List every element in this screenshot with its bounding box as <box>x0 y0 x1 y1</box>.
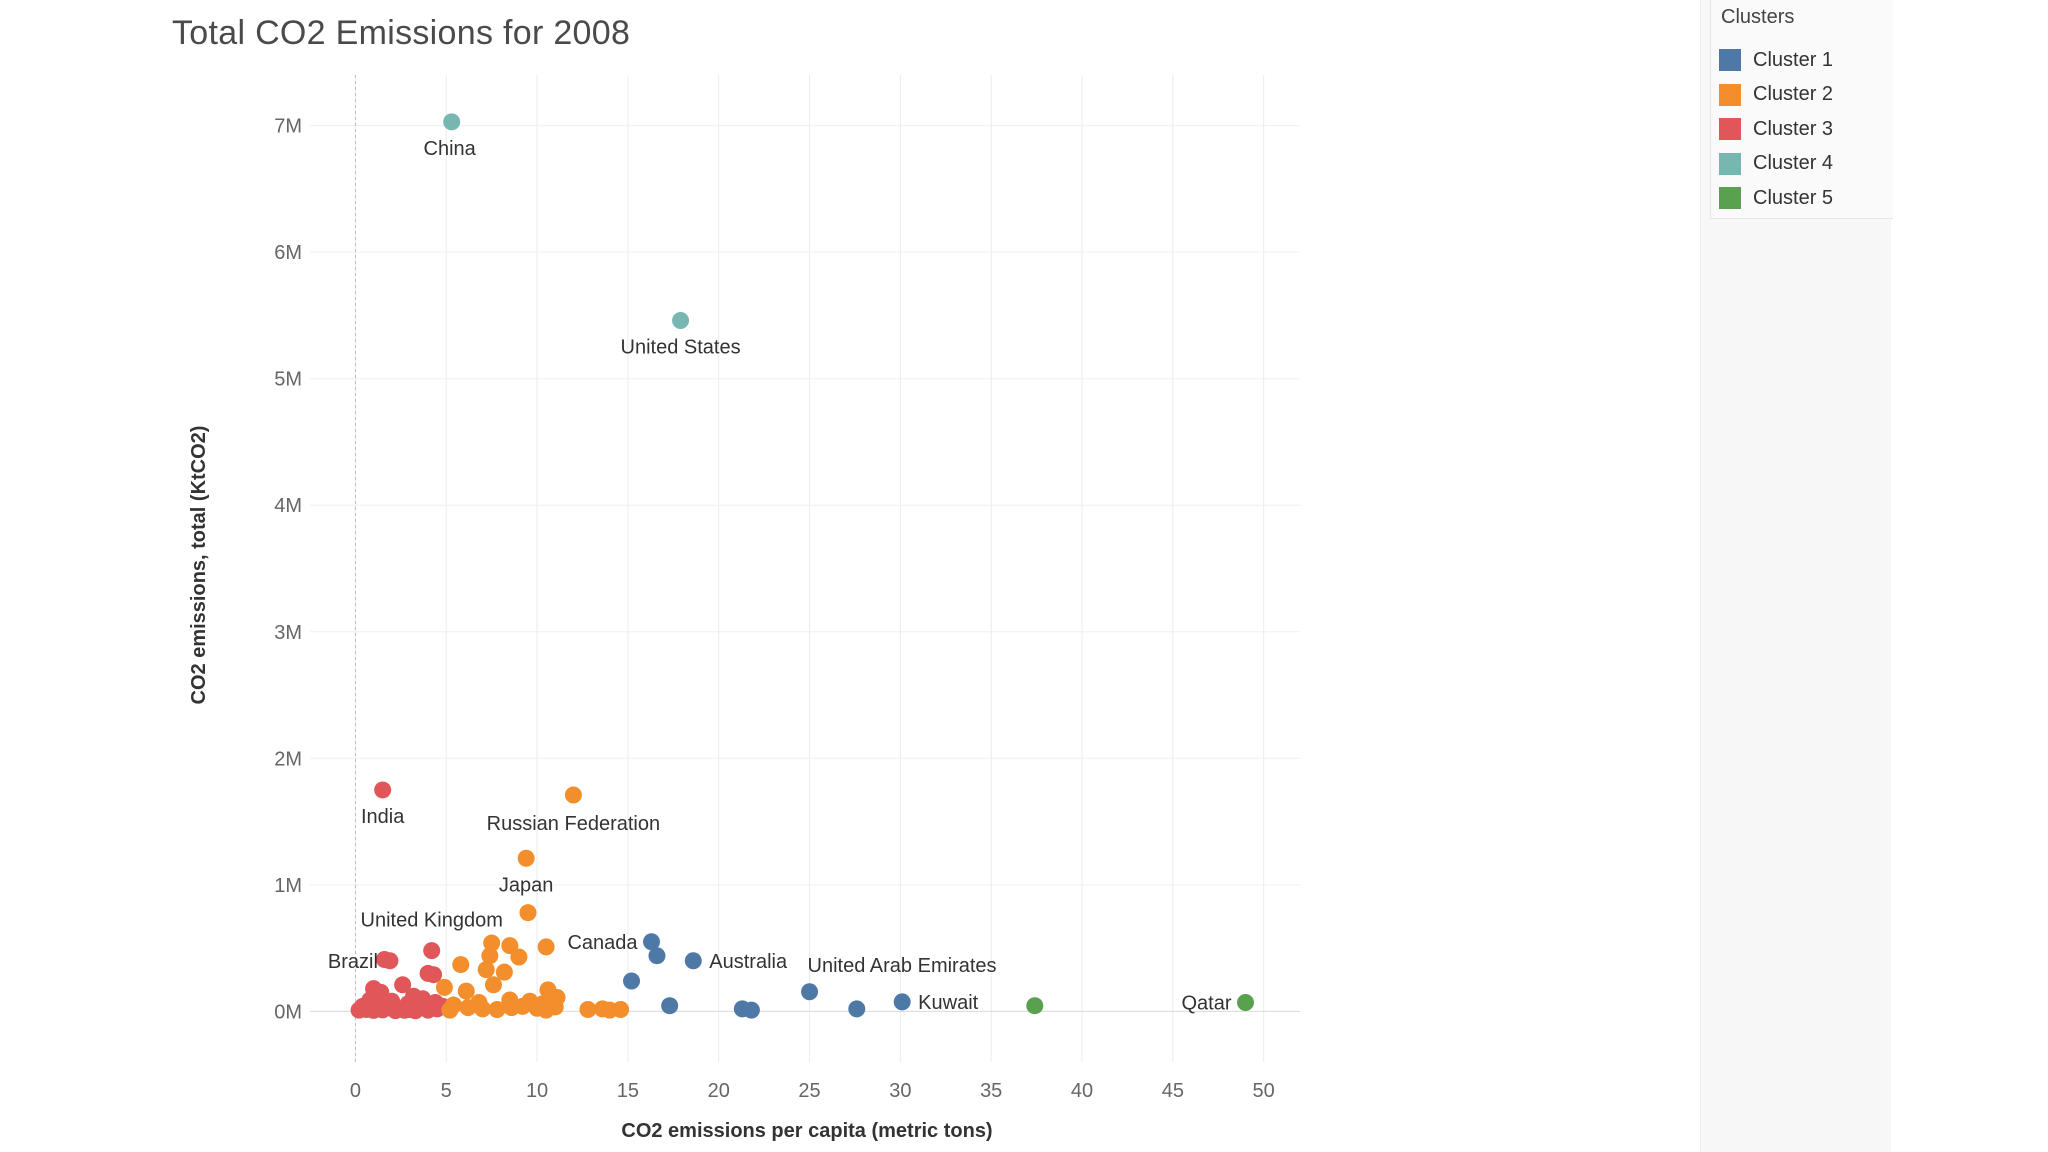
y-tick-label: 0M <box>274 1001 302 1023</box>
data-point[interactable] <box>452 956 470 974</box>
legend: Clusters Cluster 1 Cluster 2 Cluster 3 Clus… <box>1710 0 1893 219</box>
data-point[interactable] <box>481 947 499 965</box>
legend-title: Clusters <box>1721 6 1795 28</box>
data-point[interactable] <box>801 983 819 1001</box>
page-title: Total CO2 Emissions for 2008 <box>172 14 631 52</box>
point-label: Japan <box>499 874 554 896</box>
x-tick-label: 5 <box>441 1080 452 1102</box>
x-tick-label: 40 <box>1071 1080 1093 1102</box>
x-tick-label: 35 <box>980 1080 1002 1102</box>
x-tick-label: 20 <box>708 1080 730 1102</box>
y-tick-label: 1M <box>274 875 302 897</box>
legend-label: Cluster 1 <box>1753 48 1834 71</box>
x-tick-label: 15 <box>617 1080 639 1102</box>
data-point[interactable] <box>893 993 911 1011</box>
axis-layer: 0 5 10 15 20 25 30 35 40 45 50 0M 1M 2M 3M 4M 5M 6M 7M <box>274 116 1275 1102</box>
data-point[interactable] <box>423 942 441 960</box>
legend-swatch <box>1719 187 1741 209</box>
points-layer <box>350 113 1255 1020</box>
y-tick-label: 3M <box>274 622 302 644</box>
data-point[interactable] <box>374 781 392 799</box>
y-tick-label: 2M <box>274 748 302 770</box>
data-point[interactable] <box>537 938 555 956</box>
y-axis-title: CO2 emissions, total (KtCO2) <box>188 426 210 705</box>
y-tick-label: 7M <box>274 116 302 138</box>
data-point[interactable] <box>623 972 641 990</box>
x-tick-label: 45 <box>1162 1080 1184 1102</box>
data-point[interactable] <box>517 849 535 867</box>
y-tick-label: 4M <box>274 495 302 517</box>
data-point[interactable] <box>375 951 393 969</box>
data-point[interactable] <box>425 966 443 984</box>
data-point[interactable] <box>435 978 453 996</box>
x-tick-label: 10 <box>526 1080 548 1102</box>
point-label: Canada <box>567 932 638 954</box>
point-label: United States <box>621 336 741 358</box>
point-label: Australia <box>709 951 788 973</box>
legend-label: Cluster 5 <box>1753 186 1834 209</box>
legend-item[interactable]: Cluster 1 <box>1719 47 1833 73</box>
data-point[interactable] <box>546 998 564 1016</box>
legend-swatch <box>1719 152 1741 175</box>
data-point[interactable] <box>848 1000 866 1018</box>
data-point[interactable] <box>514 997 532 1015</box>
data-point[interactable] <box>564 786 582 804</box>
data-point[interactable] <box>643 933 661 951</box>
data-point[interactable] <box>495 963 513 981</box>
legend-swatch <box>1719 49 1741 71</box>
data-point[interactable] <box>374 1001 392 1019</box>
y-tick-label: 6M <box>274 242 302 264</box>
data-point[interactable] <box>394 976 412 994</box>
legend-swatch <box>1719 118 1741 140</box>
data-point[interactable] <box>648 947 666 965</box>
legend-label: Cluster 3 <box>1753 117 1834 140</box>
legend-item[interactable]: Cluster 2 <box>1719 82 1833 108</box>
point-label: Russian Federation <box>487 813 660 835</box>
point-label: Kuwait <box>918 992 978 1014</box>
data-point[interactable] <box>484 976 502 994</box>
data-point[interactable] <box>501 937 519 955</box>
data-point[interactable] <box>661 997 679 1015</box>
data-point[interactable] <box>510 948 528 966</box>
data-point[interactable] <box>443 113 461 131</box>
y-tick-label: 5M <box>274 369 302 391</box>
data-point[interactable] <box>488 1000 506 1018</box>
point-label: United Kingdom <box>361 910 503 932</box>
point-label: United Arab Emirates <box>808 955 997 977</box>
legend-item[interactable]: Cluster 4 <box>1719 151 1833 177</box>
data-point[interactable] <box>441 1001 459 1019</box>
data-point[interactable] <box>579 1000 597 1018</box>
point-label: Brazil <box>328 951 378 973</box>
legend-label: Cluster 2 <box>1753 83 1834 105</box>
legend-item[interactable]: Cluster 3 <box>1719 116 1833 142</box>
grid-layer <box>310 75 1300 1062</box>
data-point[interactable] <box>672 311 690 329</box>
data-point[interactable] <box>519 904 537 922</box>
data-point[interactable] <box>742 1001 760 1019</box>
x-tick-label: 30 <box>889 1080 911 1102</box>
data-point[interactable] <box>406 1002 424 1020</box>
point-label: India <box>361 806 405 828</box>
data-point[interactable] <box>459 999 477 1017</box>
point-label: China <box>424 138 477 160</box>
data-point[interactable] <box>684 952 702 970</box>
data-point[interactable] <box>1237 994 1255 1012</box>
labels-layer: Canada Australia United Arab Emirates Kuwai… <box>328 138 1232 1015</box>
legend-swatch <box>1719 83 1741 106</box>
data-point[interactable] <box>612 1000 630 1018</box>
data-point[interactable] <box>457 982 475 1000</box>
x-tick-label: 0 <box>350 1080 361 1102</box>
data-point[interactable] <box>1026 997 1044 1015</box>
point-label: Qatar <box>1181 993 1231 1015</box>
legend-item[interactable]: Cluster 5 <box>1719 185 1833 211</box>
data-point[interactable] <box>477 961 495 979</box>
scatter-chart: 0 5 10 15 20 25 30 35 40 45 50 0M 1M 2M 3M 4M 5M 6M 7M Can… <box>188 75 1300 1142</box>
data-point[interactable] <box>474 1000 492 1018</box>
legend-label: Cluster 4 <box>1753 152 1834 174</box>
x-tick-label: 25 <box>798 1080 820 1102</box>
x-tick-label: 50 <box>1253 1080 1275 1102</box>
x-axis-title: CO2 emissions per capita (metric tons) <box>621 1120 992 1142</box>
data-point[interactable] <box>483 934 501 952</box>
